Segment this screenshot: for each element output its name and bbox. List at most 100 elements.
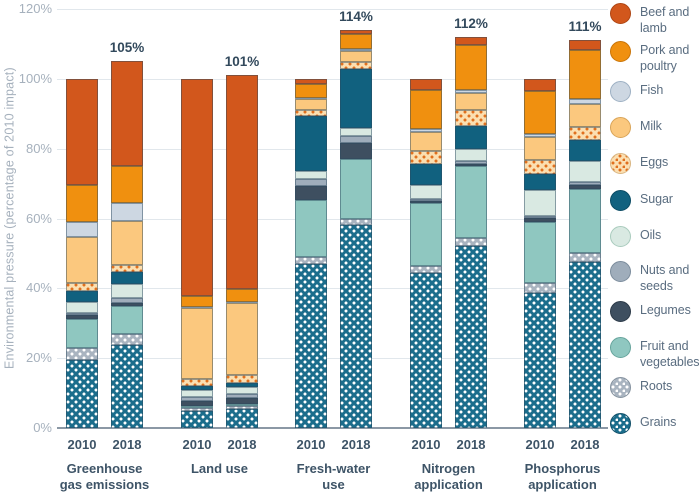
segment-beef_and_lamb [524,78,556,92]
segment-nuts_and_seeds [66,313,98,315]
segment-sugar [226,382,258,387]
segment-nuts_and_seeds [410,198,442,202]
legend-item-pork_and_poultry: Pork and poultry [610,41,700,74]
segment-oils [181,390,213,398]
legend-item-fish: Fish [610,81,663,102]
segment-oils [455,149,487,162]
segment-legumes [455,163,487,166]
segment-fish [66,222,98,238]
pork_and_poultry-swatch [610,41,631,62]
segment-eggs [181,378,213,387]
segment-milk [340,51,372,63]
segment-eggs [410,151,442,164]
segment-nuts_and_seeds [340,136,372,144]
segment-sugar [340,69,372,129]
segment-roots [66,348,98,360]
segment-oils [66,301,98,314]
x-tick-year: 2018 [341,437,371,452]
segment-oils [410,184,442,199]
segment-beef_and_lamb [340,29,372,35]
segment-pork_and_poultry [181,295,213,308]
segment-oils [295,171,327,180]
segment-roots [226,406,258,410]
segment-roots [524,283,556,294]
legend-item-oils: Oils [610,226,661,247]
segment-pork_and_poultry [455,44,487,91]
segment-milk [111,221,143,265]
segment-milk [569,103,601,127]
y-tick-label: 20% [25,350,52,366]
segment-fish [111,202,143,222]
segment-beef_and_lamb [181,78,213,296]
legend-item-sugar: Sugar [610,190,673,211]
segment-sugar [524,174,556,190]
total-annotation: 101% [224,54,260,70]
total-annotation: 114% [339,8,373,24]
segment-milk [455,93,487,111]
segment-legumes [569,184,601,189]
legend-item-eggs: Eggs [610,153,668,174]
x-group-label: Land use [190,461,249,476]
segment-eggs [524,159,556,175]
y-tick-label: 120% [18,1,52,16]
x-tick-year: 2018 [570,437,600,452]
segment-nuts_and_seeds [181,397,213,402]
segment-pork_and_poultry [111,166,143,203]
segment-beef_and_lamb [111,61,143,167]
segment-oils [226,386,258,394]
segment-fish [226,301,258,303]
segment-milk [226,302,258,375]
segment-legumes [295,185,327,200]
segment-fish [455,90,487,94]
segment-pork_and_poultry [295,84,327,98]
x-tick-year: 2018 [227,437,257,452]
oils-swatch [610,226,631,247]
segment-legumes [410,201,442,204]
total-annotation: 111% [568,19,602,35]
segment-grains [295,263,327,428]
segment-grains [340,225,372,428]
segment-sugar [455,125,487,149]
segment-nuts_and_seeds [295,179,327,186]
sugar-swatch [610,190,631,211]
segment-beef_and_lamb [226,75,258,290]
y-tick-label: 60% [25,210,52,226]
segment-roots [111,334,143,345]
segment-milk [295,99,327,111]
segment-nuts_and_seeds [524,216,556,219]
segment-fish [410,129,442,133]
segment-nuts_and_seeds [569,182,601,185]
segment-eggs [569,127,601,141]
segment-roots [569,253,601,263]
segment-eggs [340,62,372,70]
segment-milk [66,237,98,284]
segment-grains [524,293,556,428]
segment-fish [569,98,601,104]
segment-roots [455,238,487,247]
segment-pork_and_poultry [226,289,258,302]
x-tick-year: 2010 [525,437,555,452]
total-annotation: 112% [454,15,488,31]
segment-beef_and_lamb [295,78,327,85]
segment-grains [410,272,442,428]
segment-beef_and_lamb [455,36,487,45]
segment-milk [181,308,213,379]
segment-fish [340,48,372,52]
segment-eggs [295,110,327,117]
legend-label: Beef and lamb [640,5,690,35]
eggs-swatch [610,153,631,174]
gridline-100pct [57,78,608,80]
gridline-80pct [57,148,608,150]
legend-label: Fish [640,83,664,97]
beef_and_lamb-swatch [610,3,631,24]
legend-item-roots: Roots [610,377,672,398]
legend-label: Milk [640,119,662,133]
x-tick-year: 2010 [296,437,326,452]
legumes-swatch [610,301,631,322]
segment-pork_and_poultry [410,89,442,130]
segment-sugar [66,290,98,302]
segment-fruit_and_vegetables [569,188,601,254]
legend-item-fruit_and_vegetables: Fruit and vegetables [610,337,700,370]
segment-eggs [455,110,487,126]
